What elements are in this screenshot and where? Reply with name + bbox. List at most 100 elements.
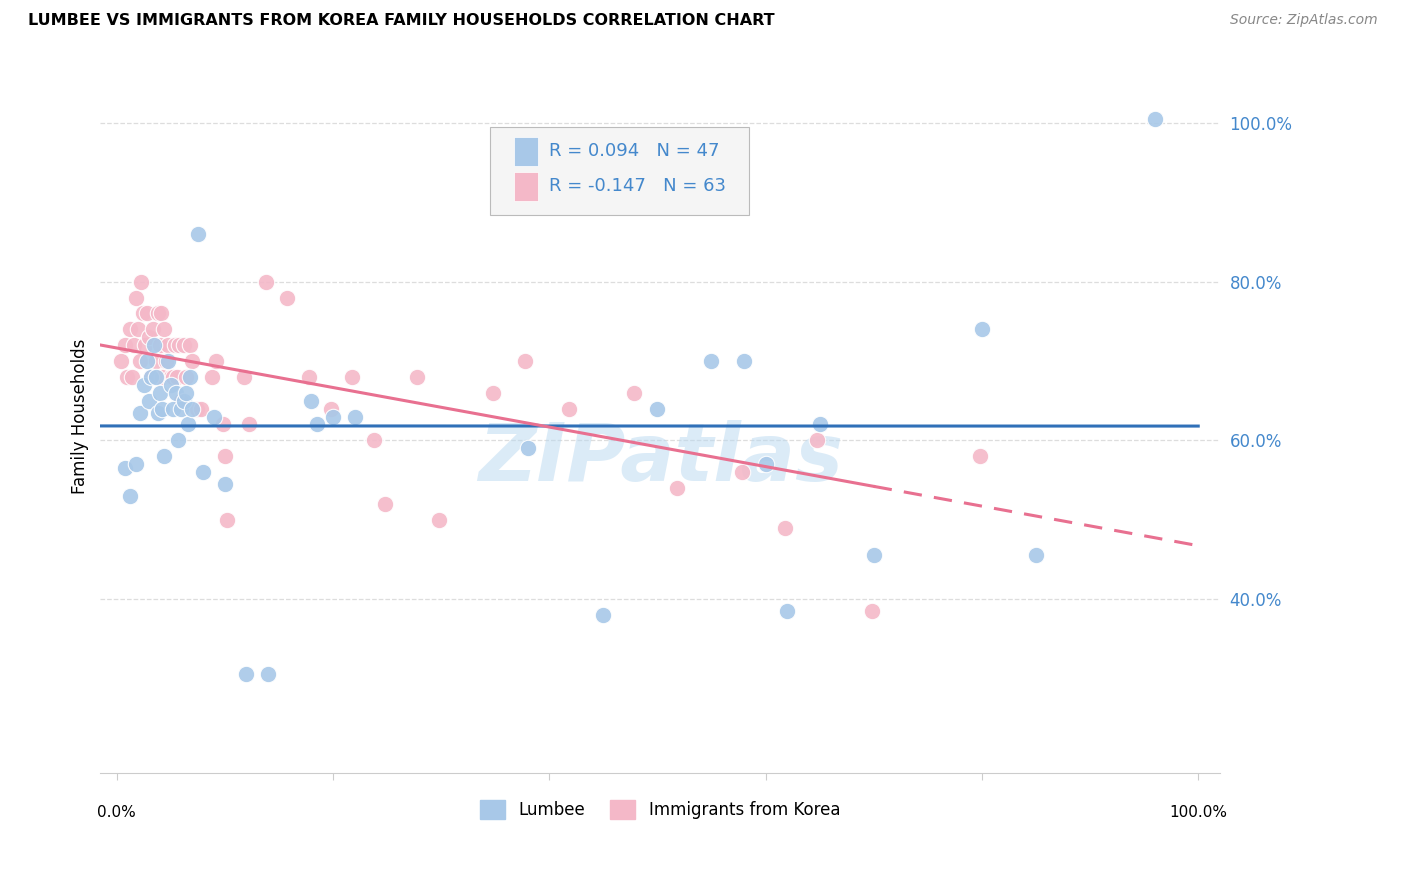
Point [482, 385, 505, 400]
Point [165, 385, 187, 400]
Point [806, 434, 828, 448]
Point [166, 369, 188, 384]
Point [153, 449, 176, 463]
Text: R = 0.094   N = 47: R = 0.094 N = 47 [550, 143, 720, 161]
Point [122, 338, 145, 352]
Point [179, 338, 201, 352]
Point [665, 481, 688, 495]
Point [305, 417, 328, 432]
Point [146, 406, 169, 420]
Point [159, 377, 181, 392]
Point [515, 354, 537, 368]
Point [149, 306, 172, 320]
Point [174, 369, 197, 384]
Point [536, 179, 558, 194]
Point [132, 377, 155, 392]
Point [114, 338, 136, 352]
Point [298, 369, 321, 384]
Point [322, 409, 344, 424]
Point [181, 401, 204, 416]
Point [731, 465, 754, 479]
Point [146, 306, 169, 320]
Point [173, 338, 195, 352]
Text: R = -0.147   N = 63: R = -0.147 N = 63 [550, 178, 727, 195]
Point [145, 369, 167, 384]
Point [150, 369, 173, 384]
Point [647, 401, 669, 416]
Point [186, 401, 208, 416]
Point [319, 401, 342, 416]
Point [235, 667, 257, 681]
Point [138, 393, 160, 408]
Point [125, 291, 148, 305]
Point [138, 330, 160, 344]
Point [121, 369, 143, 384]
Point [157, 338, 180, 352]
Text: 0.0%: 0.0% [97, 805, 136, 820]
Point [167, 434, 190, 448]
Point [254, 275, 277, 289]
Point [174, 385, 197, 400]
Point [170, 393, 193, 408]
Point [201, 369, 224, 384]
Point [135, 306, 157, 320]
Point [592, 607, 614, 622]
Point [118, 489, 141, 503]
Point [173, 393, 195, 408]
Point [406, 369, 429, 384]
Point [141, 369, 163, 384]
Point [117, 369, 139, 384]
Point [215, 513, 238, 527]
Point [149, 338, 172, 352]
Point [205, 354, 228, 368]
Point [363, 434, 385, 448]
Point [342, 369, 364, 384]
Point [127, 322, 149, 336]
Point [860, 604, 883, 618]
Point [700, 354, 723, 368]
Point [190, 401, 212, 416]
Point [177, 417, 200, 432]
Point [557, 401, 579, 416]
Point [162, 369, 184, 384]
Point [516, 442, 538, 456]
Point [142, 322, 165, 336]
Point [155, 354, 177, 368]
Point [110, 354, 132, 368]
Legend: Lumbee, Immigrants from Korea: Lumbee, Immigrants from Korea [474, 794, 846, 826]
Point [970, 322, 993, 336]
Point [1143, 112, 1166, 127]
Point [159, 369, 181, 384]
Point [211, 417, 233, 432]
Point [202, 409, 225, 424]
Point [181, 354, 204, 368]
Point [343, 409, 366, 424]
Point [427, 513, 450, 527]
Point [131, 306, 153, 320]
Point [149, 385, 172, 400]
Point [191, 465, 214, 479]
Point [773, 520, 796, 534]
Point [754, 457, 776, 471]
Point [163, 338, 186, 352]
Point [114, 461, 136, 475]
Point [125, 457, 148, 471]
Text: LUMBEE VS IMMIGRANTS FROM KOREA FAMILY HOUSEHOLDS CORRELATION CHART: LUMBEE VS IMMIGRANTS FROM KOREA FAMILY H… [28, 13, 775, 29]
Point [169, 338, 191, 352]
Point [153, 322, 176, 336]
Y-axis label: Family Households: Family Households [72, 339, 89, 494]
Point [170, 401, 193, 416]
Point [733, 354, 755, 368]
Text: ZIPatlas: ZIPatlas [478, 420, 842, 499]
Point [131, 275, 153, 289]
Point [623, 385, 645, 400]
Point [141, 369, 163, 384]
Point [862, 549, 884, 563]
Point [238, 417, 260, 432]
Text: Source: ZipAtlas.com: Source: ZipAtlas.com [1230, 13, 1378, 28]
Point [187, 227, 209, 241]
Point [157, 354, 180, 368]
Point [214, 477, 236, 491]
Point [150, 401, 173, 416]
Point [233, 369, 256, 384]
